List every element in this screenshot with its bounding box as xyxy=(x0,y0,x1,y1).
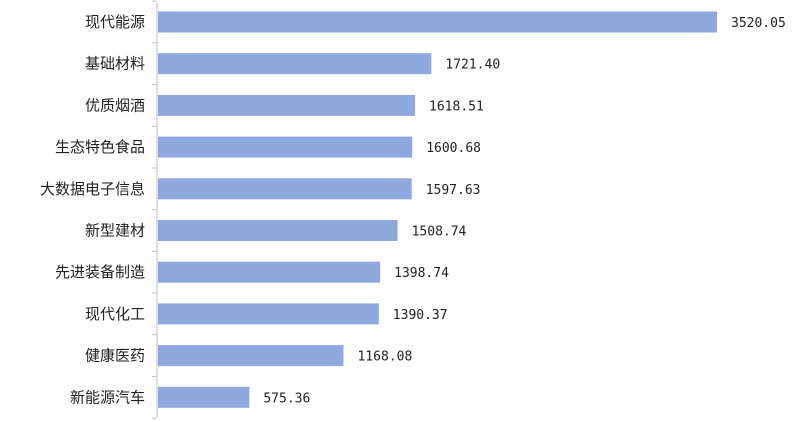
data-label: 1721.40 xyxy=(445,58,500,73)
category-label: 大数据电子信息 xyxy=(40,180,145,198)
category-label: 健康医药 xyxy=(85,347,145,365)
category-label: 生态特色食品 xyxy=(55,138,145,156)
bar xyxy=(158,178,412,200)
data-label: 1168.08 xyxy=(357,350,412,365)
data-label: 1618.51 xyxy=(429,99,484,114)
data-label: 3520.05 xyxy=(731,16,786,31)
data-label: 575.36 xyxy=(263,391,310,406)
data-label: 1508.74 xyxy=(412,225,467,240)
bar xyxy=(158,303,379,325)
category-label: 现代化工 xyxy=(85,305,145,323)
category-label: 现代能源 xyxy=(85,13,145,31)
category-label: 先进装备制造 xyxy=(55,263,145,281)
bar xyxy=(158,220,398,241)
bar xyxy=(158,94,416,116)
bar xyxy=(158,11,717,33)
category-label: 优质烟酒 xyxy=(85,96,145,114)
category-label: 基础材料 xyxy=(85,55,145,73)
bar xyxy=(158,136,413,158)
data-label: 1398.74 xyxy=(394,266,449,281)
bar xyxy=(158,386,250,408)
category-label: 新能源汽车 xyxy=(70,388,145,406)
bar xyxy=(158,345,344,367)
category-label: 新型建材 xyxy=(85,222,145,240)
data-label: 1600.68 xyxy=(426,141,481,156)
bar xyxy=(158,53,432,75)
data-label: 1390.37 xyxy=(393,308,448,323)
bar xyxy=(158,261,381,283)
data-label: 1597.63 xyxy=(426,183,481,198)
